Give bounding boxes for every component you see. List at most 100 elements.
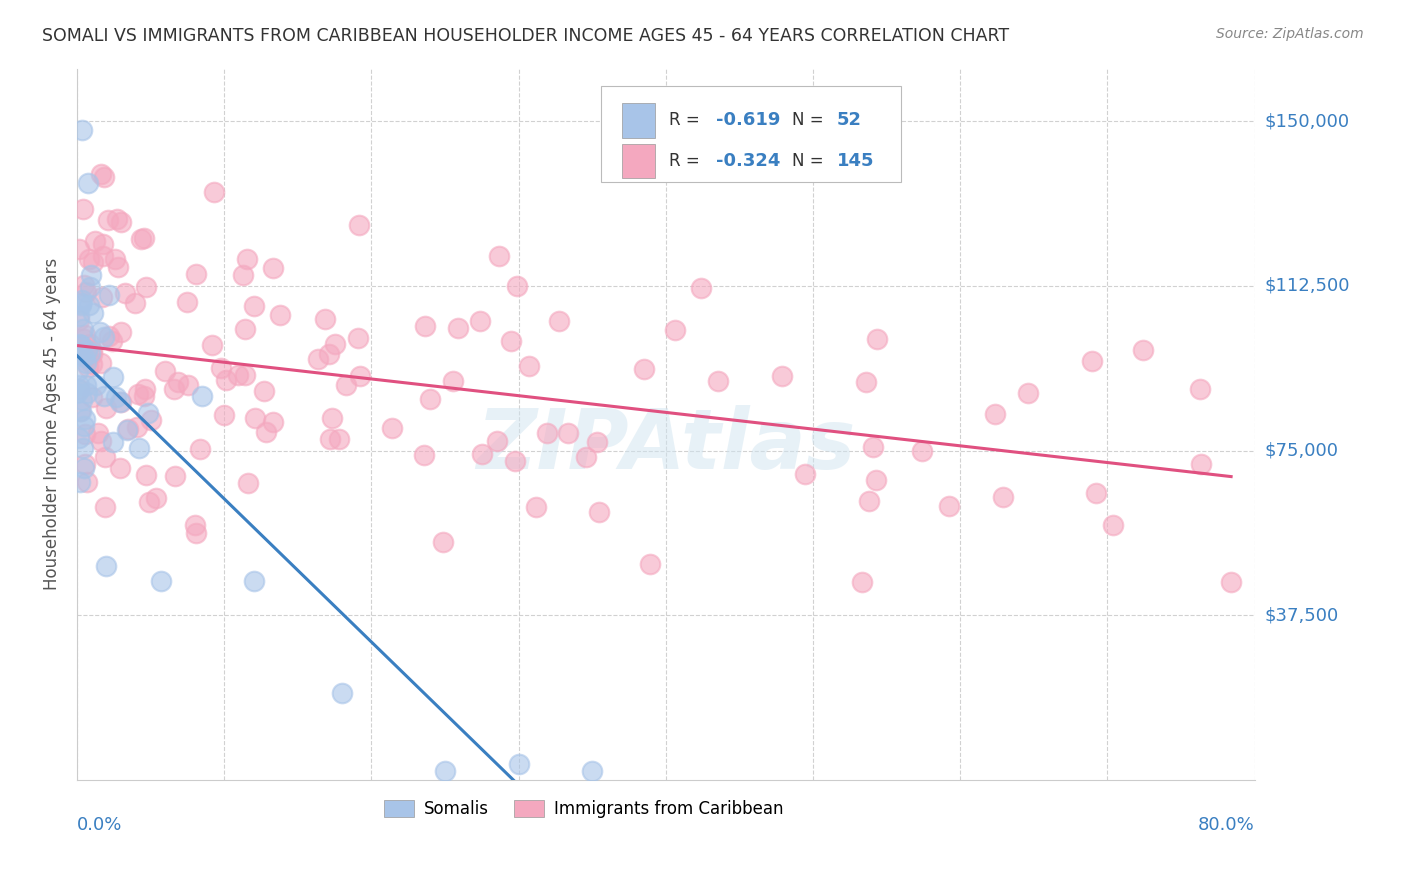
Point — [524, 500, 547, 515]
Point — [517, 359, 540, 374]
Point — [69, 337, 91, 351]
Point — [434, 764, 457, 779]
Point — [124, 296, 146, 310]
Point — [87, 425, 110, 440]
Point — [664, 323, 686, 337]
Point — [86, 378, 108, 392]
Point — [91, 289, 114, 303]
Text: 80.0%: 80.0% — [1198, 815, 1254, 834]
Point — [347, 331, 370, 345]
Text: -0.619: -0.619 — [717, 112, 780, 129]
Point — [79, 336, 101, 351]
Text: SOMALI VS IMMIGRANTS FROM CARIBBEAN HOUSEHOLDER INCOME AGES 45 - 64 YEARS CORREL: SOMALI VS IMMIGRANTS FROM CARIBBEAN HOUS… — [42, 27, 1010, 45]
Point — [114, 286, 136, 301]
Point — [503, 454, 526, 468]
Point — [212, 408, 235, 422]
Point — [132, 231, 155, 245]
Point — [638, 558, 661, 572]
Legend: Somalis, Immigrants from Caribbean: Somalis, Immigrants from Caribbean — [377, 794, 790, 825]
Point — [236, 476, 259, 491]
Point — [184, 525, 207, 540]
Point — [177, 377, 200, 392]
Point — [548, 314, 571, 328]
Point — [73, 350, 96, 364]
Point — [110, 214, 132, 228]
Point — [226, 368, 249, 382]
Point — [793, 467, 815, 482]
Point — [866, 332, 889, 346]
Text: Source: ZipAtlas.com: Source: ZipAtlas.com — [1216, 27, 1364, 41]
Point — [80, 268, 103, 282]
Point — [432, 535, 454, 549]
Point — [191, 389, 214, 403]
Point — [233, 368, 256, 383]
Point — [145, 491, 167, 506]
Point — [84, 235, 107, 249]
Point — [488, 249, 510, 263]
Point — [82, 357, 104, 371]
Point — [108, 461, 131, 475]
Point — [72, 392, 94, 407]
Bar — [623, 103, 655, 137]
Point — [70, 293, 93, 308]
Point — [72, 202, 94, 216]
Text: $150,000: $150,000 — [1264, 112, 1350, 130]
Point — [72, 322, 94, 336]
Point — [262, 261, 284, 276]
Point — [1080, 354, 1102, 368]
Point — [242, 574, 264, 589]
Point — [862, 440, 884, 454]
Point — [201, 338, 224, 352]
Point — [557, 425, 579, 440]
Point — [67, 312, 90, 326]
Point — [269, 308, 291, 322]
Point — [499, 334, 522, 348]
Point — [79, 252, 101, 266]
Point — [135, 467, 157, 482]
Text: ZIPAtlas: ZIPAtlas — [477, 405, 855, 486]
Text: N =: N = — [792, 112, 828, 129]
Point — [82, 254, 104, 268]
Point — [1220, 575, 1243, 590]
Point — [128, 441, 150, 455]
Point — [105, 211, 128, 226]
Point — [984, 408, 1007, 422]
Point — [149, 574, 172, 588]
Point — [254, 425, 277, 439]
Point — [855, 375, 877, 389]
Point — [162, 382, 184, 396]
Point — [1189, 457, 1212, 471]
Text: N =: N = — [792, 152, 828, 170]
Point — [69, 404, 91, 418]
Point — [318, 347, 340, 361]
Point — [1132, 343, 1154, 357]
Point — [115, 423, 138, 437]
Point — [232, 268, 254, 283]
Point — [70, 296, 93, 310]
Point — [79, 346, 101, 360]
Point — [107, 260, 129, 274]
Point — [75, 285, 97, 300]
Point — [335, 378, 357, 392]
Point — [1188, 382, 1211, 396]
Point — [77, 298, 100, 312]
Point — [188, 442, 211, 457]
Point — [93, 249, 115, 263]
Text: $75,000: $75,000 — [1264, 442, 1339, 459]
Point — [67, 243, 90, 257]
Point — [770, 368, 793, 383]
Point — [75, 412, 97, 426]
Point — [236, 252, 259, 266]
Point — [69, 404, 91, 418]
Point — [73, 460, 96, 475]
Point — [80, 390, 103, 404]
Point — [186, 267, 208, 281]
Point — [69, 338, 91, 352]
Point — [98, 288, 121, 302]
Point — [381, 421, 404, 435]
Point — [72, 278, 94, 293]
Text: R =: R = — [669, 152, 706, 170]
Text: $112,500: $112,500 — [1264, 277, 1350, 295]
Point — [1102, 517, 1125, 532]
Point — [82, 306, 104, 320]
